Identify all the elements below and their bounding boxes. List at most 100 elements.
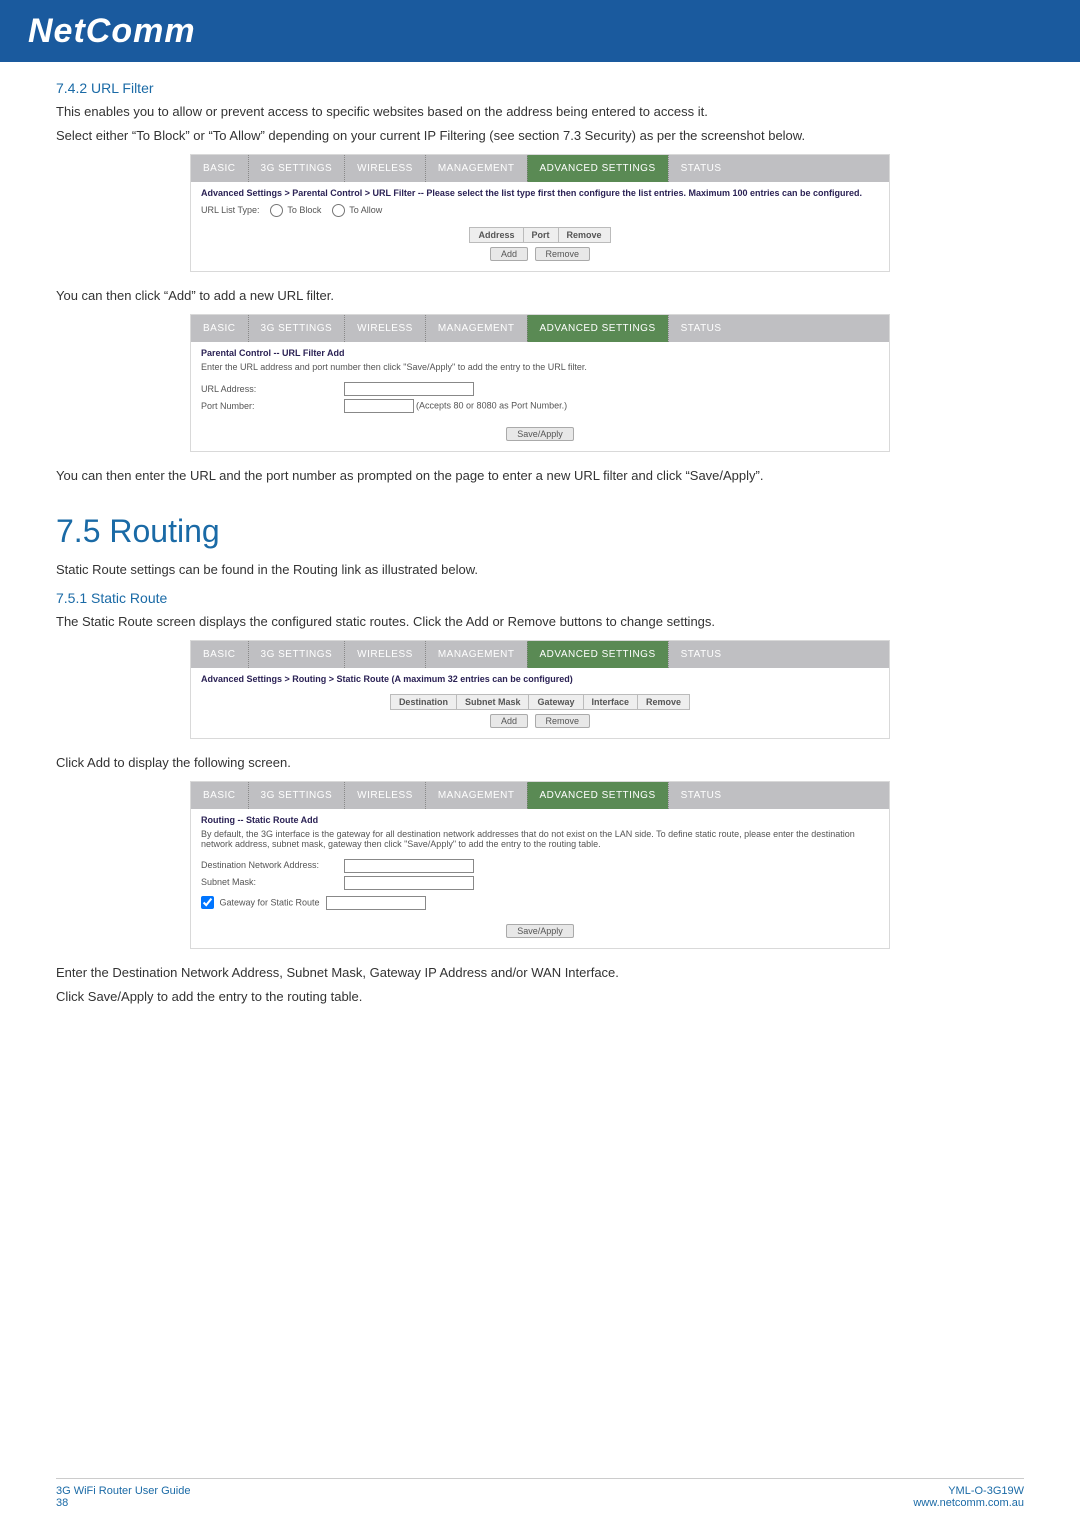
th-remove: Remove: [558, 228, 610, 243]
tab-3gsettings[interactable]: 3G SETTINGS: [248, 155, 345, 182]
th-iface: Interface: [583, 694, 638, 709]
shot1-center: Address Port Remove Add Remove: [201, 227, 879, 261]
tab-advanced[interactable]: ADVANCED SETTINGS: [527, 155, 668, 182]
tab-status[interactable]: STATUS: [668, 315, 734, 342]
btn-save-apply[interactable]: Save/Apply: [506, 924, 574, 938]
tab-management[interactable]: MANAGEMENT: [425, 315, 527, 342]
screenshot-2-wrap: BASIC 3G SETTINGS WIRELESS MANAGEMENT AD…: [56, 314, 1024, 452]
shot3-body: Advanced Settings > Routing > Static Rou…: [191, 668, 889, 738]
footer-right1: YML-O-3G19W: [913, 1485, 1024, 1497]
shot1-radio-row: URL List Type: To Block To Allow: [201, 204, 879, 217]
input-dest[interactable]: [344, 859, 474, 873]
screenshot-3: BASIC 3G SETTINGS WIRELESS MANAGEMENT AD…: [190, 640, 890, 739]
input-port[interactable]: [344, 399, 414, 413]
shot2-instr: Enter the URL address and port number th…: [201, 362, 879, 372]
tab-status[interactable]: STATUS: [668, 155, 734, 182]
nav-tabs: BASIC 3G SETTINGS WIRELESS MANAGEMENT AD…: [191, 315, 889, 342]
tab-wireless[interactable]: WIRELESS: [344, 155, 425, 182]
input-mask[interactable]: [344, 876, 474, 890]
btn-remove[interactable]: Remove: [535, 247, 591, 261]
screenshot-4-wrap: BASIC 3G SETTINGS WIRELESS MANAGEMENT AD…: [56, 781, 1024, 949]
th-gateway: Gateway: [529, 694, 583, 709]
tab-management[interactable]: MANAGEMENT: [425, 782, 527, 809]
shot1-listtype-label: URL List Type:: [201, 205, 260, 215]
shot4-instr: By default, the 3G interface is the gate…: [201, 829, 879, 849]
tab-basic[interactable]: BASIC: [191, 315, 248, 342]
routing-p2: The Static Route screen displays the con…: [56, 612, 1024, 632]
shot1-title: Advanced Settings > Parental Control > U…: [201, 188, 879, 198]
port-hint: (Accepts 80 or 8080 as Port Number.): [416, 401, 567, 411]
tab-wireless[interactable]: WIRELESS: [344, 315, 425, 342]
screenshot-1: BASIC 3G SETTINGS WIRELESS MANAGEMENT AD…: [190, 154, 890, 272]
nav-tabs: BASIC 3G SETTINGS WIRELESS MANAGEMENT AD…: [191, 782, 889, 809]
tab-status[interactable]: STATUS: [668, 641, 734, 668]
screenshot-1-wrap: BASIC 3G SETTINGS WIRELESS MANAGEMENT AD…: [56, 154, 1024, 272]
btn-remove[interactable]: Remove: [535, 714, 591, 728]
label-gw: Gateway for Static Route: [220, 897, 320, 907]
th-remove: Remove: [638, 694, 690, 709]
footer-left: 3G WiFi Router User Guide 38: [56, 1485, 190, 1509]
screenshot-2: BASIC 3G SETTINGS WIRELESS MANAGEMENT AD…: [190, 314, 890, 452]
label-dest: Destination Network Address:: [201, 860, 341, 870]
label-url: URL Address:: [201, 384, 341, 394]
nav-tabs: BASIC 3G SETTINGS WIRELESS MANAGEMENT AD…: [191, 155, 889, 182]
shot3-center: Destination Subnet Mask Gateway Interfac…: [201, 694, 879, 728]
url-filter-p2: Select either “To Block” or “To Allow” d…: [56, 126, 1024, 146]
table-row: Destination Subnet Mask Gateway Interfac…: [390, 694, 689, 709]
main-content: 7.4.2 URL Filter This enables you to all…: [0, 62, 1080, 1007]
shot4-body: Routing -- Static Route Add By default, …: [191, 809, 889, 948]
routing-p5: Click Save/Apply to add the entry to the…: [56, 987, 1024, 1007]
radio-to-block[interactable]: [270, 204, 283, 217]
tab-advanced[interactable]: ADVANCED SETTINGS: [527, 315, 668, 342]
tab-management[interactable]: MANAGEMENT: [425, 155, 527, 182]
field-port: Port Number: (Accepts 80 or 8080 as Port…: [201, 399, 879, 413]
label-to-block: To Block: [287, 205, 321, 215]
screenshot-3-wrap: BASIC 3G SETTINGS WIRELESS MANAGEMENT AD…: [56, 640, 1024, 739]
footer-left2: 38: [56, 1497, 190, 1509]
th-port: Port: [523, 228, 558, 243]
shot1-body: Advanced Settings > Parental Control > U…: [191, 182, 889, 271]
tab-3gsettings[interactable]: 3G SETTINGS: [248, 641, 345, 668]
tab-3gsettings[interactable]: 3G SETTINGS: [248, 315, 345, 342]
routing-p4: Enter the Destination Network Address, S…: [56, 963, 1024, 983]
page-footer: 3G WiFi Router User Guide 38 YML-O-3G19W…: [56, 1478, 1024, 1509]
th-dest: Destination: [390, 694, 456, 709]
screenshot-4: BASIC 3G SETTINGS WIRELESS MANAGEMENT AD…: [190, 781, 890, 949]
tab-3gsettings[interactable]: 3G SETTINGS: [248, 782, 345, 809]
routing-p3: Click Add to display the following scree…: [56, 753, 1024, 773]
tab-basic[interactable]: BASIC: [191, 155, 248, 182]
tab-status[interactable]: STATUS: [668, 782, 734, 809]
table-row: Address Port Remove: [470, 228, 610, 243]
after-shot1-text: You can then click “Add” to add a new UR…: [56, 286, 1024, 306]
input-url[interactable]: [344, 382, 474, 396]
radio-to-allow[interactable]: [332, 204, 345, 217]
tab-advanced[interactable]: ADVANCED SETTINGS: [527, 782, 668, 809]
heading-static-route: 7.5.1 Static Route: [56, 590, 1024, 606]
logo-bar: NetComm: [0, 0, 1080, 62]
tab-basic[interactable]: BASIC: [191, 641, 248, 668]
shot2-body: Parental Control -- URL Filter Add Enter…: [191, 342, 889, 451]
tab-advanced[interactable]: ADVANCED SETTINGS: [527, 641, 668, 668]
tab-wireless[interactable]: WIRELESS: [344, 641, 425, 668]
btn-add[interactable]: Add: [490, 714, 528, 728]
label-mask: Subnet Mask:: [201, 877, 341, 887]
checkbox-gateway[interactable]: [201, 896, 214, 909]
tab-basic[interactable]: BASIC: [191, 782, 248, 809]
btn-add[interactable]: Add: [490, 247, 528, 261]
logo-text: NetComm: [28, 12, 196, 51]
heading-routing: 7.5 Routing: [56, 513, 1024, 550]
footer-left1: 3G WiFi Router User Guide: [56, 1485, 190, 1497]
tab-wireless[interactable]: WIRELESS: [344, 782, 425, 809]
field-mask: Subnet Mask:: [201, 876, 879, 890]
label-port: Port Number:: [201, 401, 341, 411]
footer-right: YML-O-3G19W www.netcomm.com.au: [913, 1485, 1024, 1509]
tab-management[interactable]: MANAGEMENT: [425, 641, 527, 668]
field-gw: Gateway for Static Route: [201, 896, 879, 910]
btn-save-apply[interactable]: Save/Apply: [506, 427, 574, 441]
input-gateway[interactable]: [326, 896, 426, 910]
th-subnet: Subnet Mask: [456, 694, 529, 709]
th-address: Address: [470, 228, 523, 243]
shot3-table: Destination Subnet Mask Gateway Interfac…: [390, 694, 690, 710]
nav-tabs: BASIC 3G SETTINGS WIRELESS MANAGEMENT AD…: [191, 641, 889, 668]
shot2-title: Parental Control -- URL Filter Add: [201, 348, 879, 358]
